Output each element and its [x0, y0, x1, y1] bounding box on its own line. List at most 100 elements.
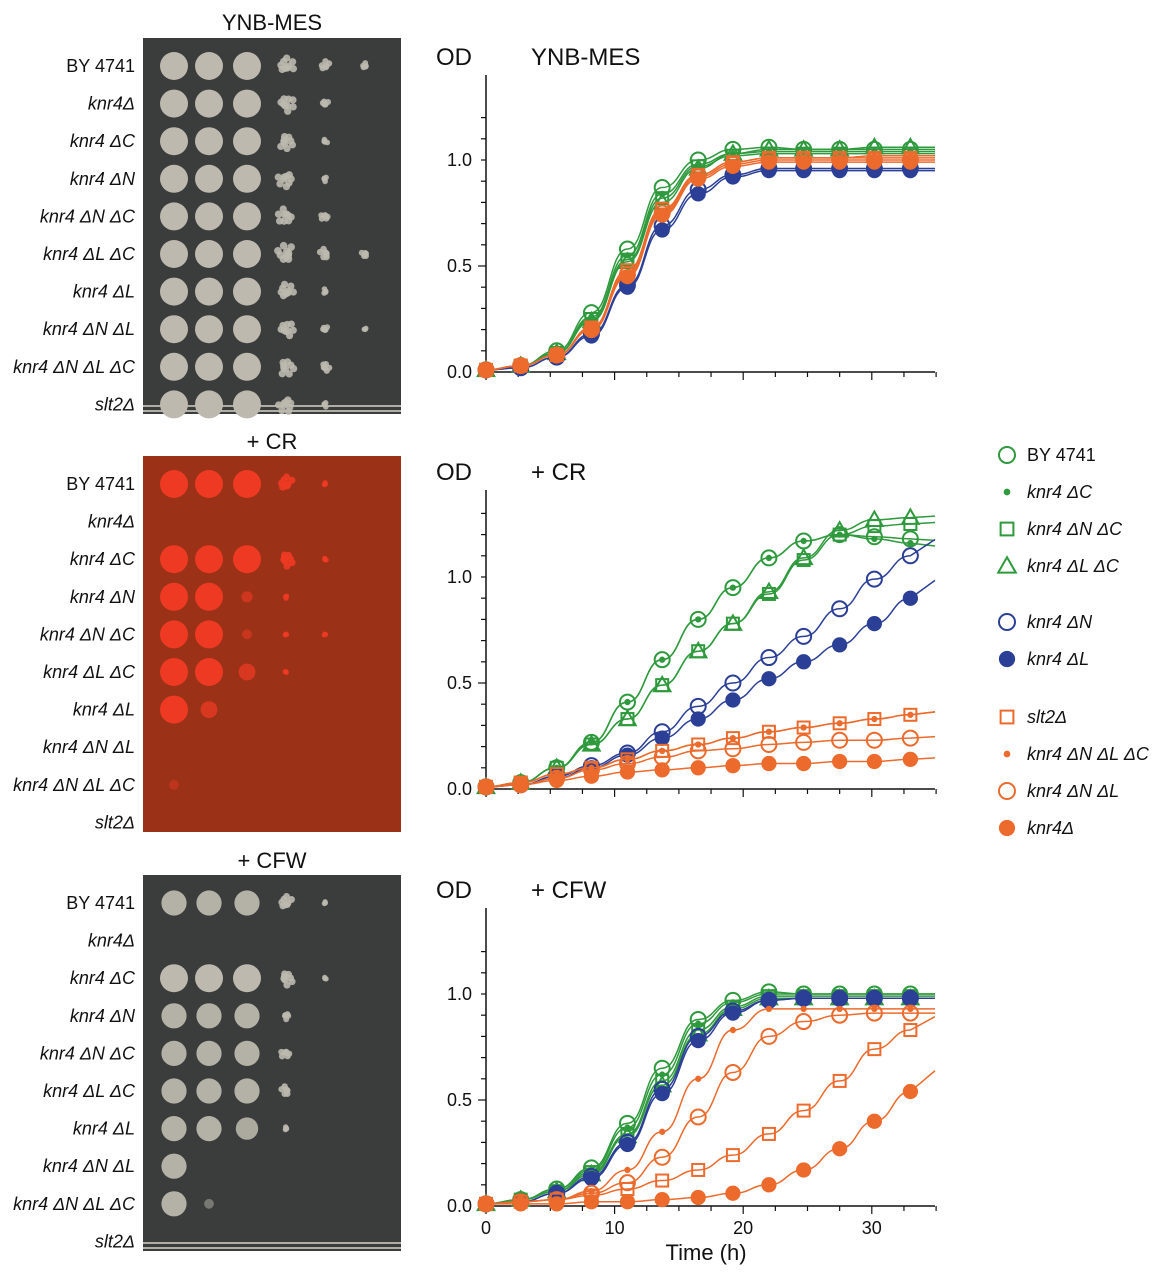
data-point: [624, 756, 631, 763]
data-point: [659, 1128, 666, 1135]
colony-spot: [283, 562, 291, 570]
data-point: [760, 1027, 778, 1045]
data-point: [903, 1023, 918, 1038]
data-point: [796, 1103, 811, 1118]
colony-spot: [233, 277, 261, 306]
data-point: [866, 753, 882, 770]
series-knr4-ΔN: [477, 989, 935, 1213]
data-point: [513, 777, 529, 793]
data-point: [760, 735, 778, 753]
data-point: [659, 656, 666, 663]
colony-spot: [280, 973, 288, 981]
strain-label: slt2Δ: [95, 812, 135, 832]
strain-label: knr4Δ: [88, 931, 135, 951]
colony-spot: [196, 1003, 222, 1029]
data-point: [725, 1185, 741, 1201]
strain-label: knr4 ΔN ΔL: [43, 737, 135, 757]
plate-title: YNB-MES: [222, 10, 322, 35]
colony-spot: [284, 1052, 291, 1060]
agar-plate: [143, 456, 401, 832]
legend-item-label: knr4 ΔN ΔL ΔC: [1027, 744, 1150, 764]
data-point: [689, 1108, 707, 1126]
data-point: [761, 755, 777, 772]
data-point: [617, 708, 638, 727]
data-point: [765, 554, 773, 562]
colony-spot: [325, 60, 333, 67]
colony-spot: [278, 370, 286, 378]
colony-spot: [200, 701, 218, 718]
data-point: [866, 990, 882, 1006]
data-point: [865, 1004, 883, 1022]
colony-spot: [195, 620, 223, 649]
colony-spot: [282, 901, 289, 909]
colony-spot: [276, 251, 285, 259]
colony-spot: [322, 480, 328, 486]
colony-spot: [204, 1198, 214, 1209]
series-knr4-ΔC: [482, 148, 935, 374]
data-point: [796, 654, 812, 670]
legend-item-label: knr4 ΔC: [1027, 482, 1093, 502]
data-point: [902, 990, 919, 1006]
series-line: [485, 521, 936, 788]
colony-spot: [160, 240, 188, 268]
data-point: [865, 570, 883, 588]
chart-title: + CFW: [531, 877, 607, 904]
data-point: [618, 1174, 636, 1192]
colony-spot: [289, 326, 297, 334]
colony-spot: [282, 669, 288, 675]
data-point: [865, 731, 883, 749]
colony-spot: [281, 1090, 288, 1097]
colony-spot: [285, 1012, 292, 1019]
series-line: [485, 146, 935, 371]
data-point: [619, 1194, 636, 1210]
data-point: [654, 730, 670, 746]
colony-spot: [195, 127, 223, 156]
plate-panel-3: + CFW BY 4741 knr4Δ knr4 ΔC knr4 ΔN knr4 ΔN Δ…: [13, 848, 401, 1251]
data-point: [688, 640, 709, 659]
data-point: [761, 1126, 776, 1141]
data-point: [549, 772, 565, 789]
colony-spot: [321, 98, 328, 105]
strain-label: knr4 ΔN: [70, 169, 136, 189]
strain-label: BY 4741: [66, 893, 135, 913]
data-point: [690, 760, 706, 776]
colony-spot: [169, 779, 179, 790]
series-line: [485, 150, 935, 371]
data-point: [907, 539, 914, 547]
data-point: [583, 768, 600, 784]
data-point: [583, 1194, 600, 1210]
series-slt2Δ: [479, 1016, 936, 1211]
data-point: [655, 1173, 670, 1188]
series-line: [485, 169, 935, 371]
series-knr4-ΔN-ΔC: [479, 989, 935, 1211]
colony-spot: [160, 164, 188, 193]
x-tick-label: 10: [605, 1218, 625, 1238]
data-point: [998, 819, 1016, 837]
data-point: [549, 1196, 565, 1212]
colony-spot: [285, 179, 293, 187]
colony-spot: [160, 695, 188, 724]
data-point: [654, 762, 670, 778]
data-point: [765, 1005, 773, 1012]
series-line: [485, 155, 935, 371]
strain-label: knr4 ΔL ΔC: [43, 1081, 136, 1101]
data-point: [998, 613, 1016, 631]
colony-spot: [282, 632, 288, 638]
y-axis-title: OD: [436, 877, 472, 904]
colony-spot: [282, 172, 290, 181]
data-point: [871, 535, 878, 542]
strain-label: knr4 ΔN ΔC: [40, 206, 136, 226]
data-point: [907, 711, 914, 718]
y-tick-label: 1.0: [447, 567, 472, 587]
legend-item-label: slt2Δ: [1027, 707, 1067, 727]
data-point: [652, 674, 673, 693]
colony-spot: [289, 65, 298, 73]
strain-label: knr4Δ: [88, 94, 135, 114]
series-line: [486, 1070, 936, 1205]
colony-spot: [233, 52, 261, 80]
data-point: [722, 613, 743, 631]
y-tick-label: 0.0: [447, 362, 472, 382]
data-point: [900, 507, 921, 525]
data-point: [901, 547, 919, 565]
strain-label: slt2Δ: [95, 1231, 135, 1251]
